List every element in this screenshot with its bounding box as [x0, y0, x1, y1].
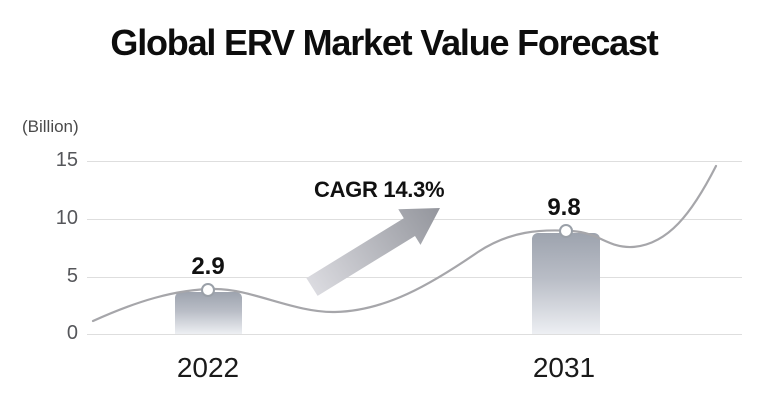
data-point-marker-2031	[559, 224, 573, 238]
trend-arrow	[306, 208, 440, 296]
y-tick-label-10: 10	[55, 207, 78, 230]
x-axis-label-2031: 2031	[532, 352, 596, 383]
gridline-10	[87, 219, 742, 220]
bar-2031	[532, 233, 600, 334]
gridline-0	[87, 334, 742, 335]
gridline-15	[87, 161, 742, 162]
y-axis-unit-label: (Billion)	[22, 117, 79, 136]
x-axis-label-2022: 2022	[176, 352, 240, 383]
bar-2022	[175, 292, 242, 334]
cagr-annotation: CAGR 14.3%	[314, 177, 445, 202]
y-tick-label-0: 0	[66, 322, 78, 345]
data-point-marker-2022	[201, 283, 215, 297]
y-tick-label-5: 5	[66, 265, 78, 288]
bar-value-label-2022: 2.9	[191, 253, 225, 280]
bar-value-label-2031: 9.8	[547, 194, 581, 221]
chart-title: Global ERV Market Value Forecast	[110, 22, 658, 63]
y-tick-label-15: 15	[55, 149, 78, 172]
